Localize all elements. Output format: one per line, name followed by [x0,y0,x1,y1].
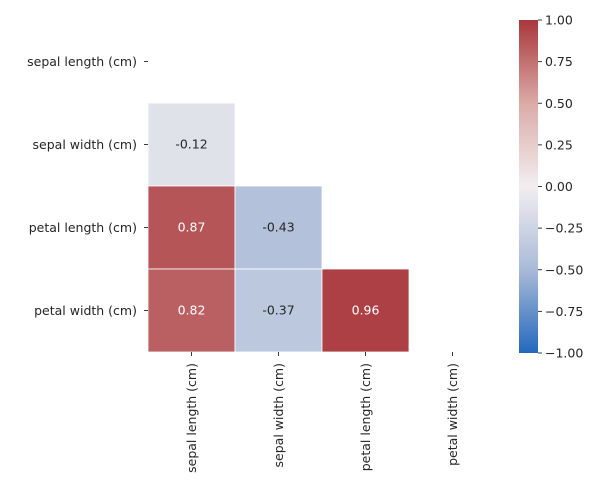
column-tick-labels: sepal length (cm) sepal width (cm) petal l… [184,352,460,473]
row-tick-label: petal width (cm) [34,303,137,318]
cell-value-label: -0.37 [262,303,294,318]
colorbar-tick-label: −0.25 [545,221,583,236]
colorbar-tick-label: 0.00 [545,179,573,194]
colorbar-tick-label: −1.00 [545,346,583,361]
heatmap-cell [147,268,236,353]
heatmap-cell [234,185,323,270]
row-tick-label: sepal width (cm) [33,137,137,152]
colorbar-tick-label: 0.25 [545,137,573,152]
column-tick-label: petal length (cm) [358,363,373,471]
row-tick-labels: sepal length (cm) sepal width (cm) petal l… [27,54,148,318]
cell-value-label: -0.12 [175,137,207,152]
cell-value-label: 0.87 [178,220,206,235]
cell-value-label: -0.43 [262,220,294,235]
colorbar-tick-label: 1.00 [545,13,573,28]
column-tick-label: sepal length (cm) [184,363,199,473]
heatmap-cells: -0.12 0.87 -0.43 0.82 -0.37 0.96 [147,102,410,353]
colorbar-tick-label: −0.75 [545,304,583,319]
heatmap-cell [234,268,323,353]
colorbar-tick-label: −0.50 [545,262,583,277]
row-tick-label: sepal length (cm) [27,54,137,69]
colorbar-tick-label: 0.50 [545,96,573,111]
column-tick-label: petal width (cm) [445,363,460,466]
heatmap-cell [147,102,236,187]
column-tick-label: sepal width (cm) [271,363,286,467]
heatmap-cell [147,185,236,270]
colorbar-gradient [519,20,538,353]
row-tick-label: petal length (cm) [29,220,137,235]
heatmap-cell [321,268,410,353]
cell-value-label: 0.82 [178,303,206,318]
cell-value-label: 0.96 [352,303,380,318]
colorbar: 1.00 0.75 0.50 0.25 0.00 −0.25 −0.50 −0.75 −1.00 [519,13,583,361]
colorbar-tick-label: 0.75 [545,54,573,69]
